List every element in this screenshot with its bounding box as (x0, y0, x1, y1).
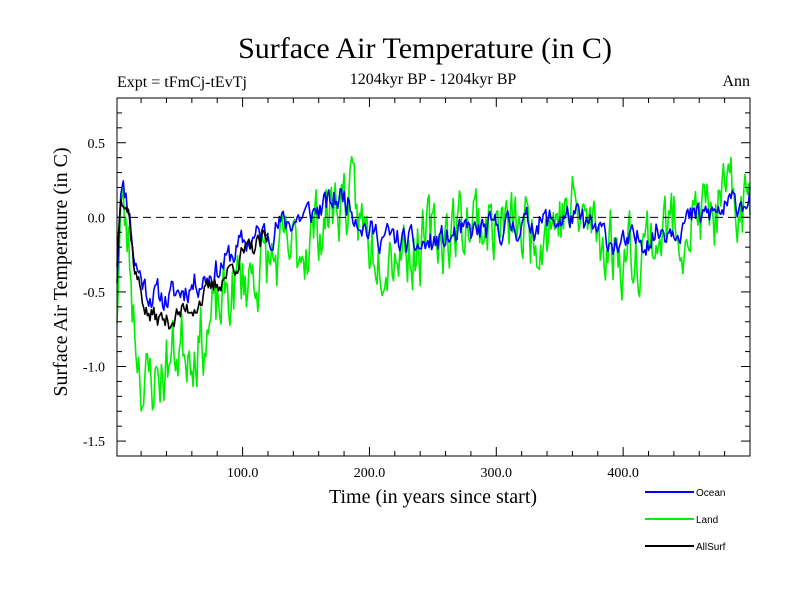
y-tick-label: -0.5 (83, 286, 105, 301)
x-tick-label: 200.0 (354, 466, 386, 481)
legend: Ocean Land AllSurf (645, 488, 726, 553)
plot-area (116, 156, 751, 412)
legend-label-land: Land (696, 515, 718, 526)
y-tick-label: 0.0 (88, 211, 106, 226)
y-tick-label: -1.5 (83, 435, 105, 450)
x-tick-label: 100.0 (227, 466, 259, 481)
season-label: Ann (722, 73, 750, 90)
axes: 100.0 200.0 300.0 400.0 -1.5 -1.0 -0.5 0.0 0.5 (83, 97, 751, 481)
experiment-label: Expt = tFmCj-tEvTj (117, 74, 247, 91)
y-axis-label: Surface Air Temperature (in C) (50, 147, 72, 396)
chart-title: Surface Air Temperature (in C) (238, 32, 612, 65)
x-tick-label: 400.0 (607, 466, 639, 481)
x-axis-label: Time (in years since start) (329, 486, 537, 508)
legend-label-allsurf: AllSurf (696, 542, 726, 553)
y-tick-label: 0.5 (88, 137, 106, 152)
x-tick-label: 300.0 (481, 466, 513, 481)
series-line-allsurf (116, 198, 269, 330)
y-tick-label: -1.0 (83, 361, 105, 376)
plot-frame (116, 97, 751, 457)
chart-subtitle: 1204kyr BP - 1204kyr BP (350, 71, 517, 88)
series-line-ocean (116, 180, 751, 311)
legend-label-ocean: Ocean (696, 488, 725, 499)
